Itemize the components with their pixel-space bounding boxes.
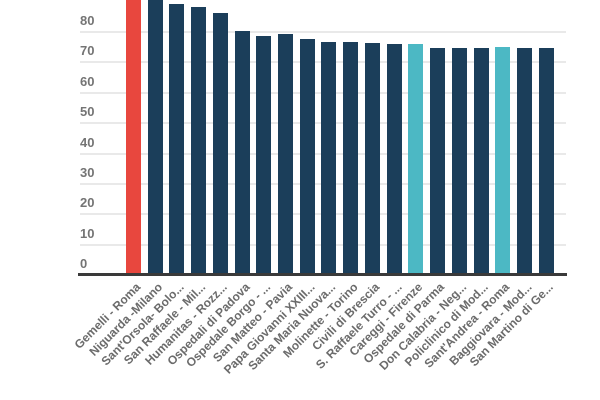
bar: [517, 47, 532, 274]
bar: [539, 47, 554, 274]
gridline: [80, 31, 566, 33]
bar: [126, 0, 141, 274]
bar: [408, 43, 423, 274]
bar: [278, 34, 293, 274]
y-tick-label: 30: [80, 165, 95, 180]
bar: [169, 3, 184, 274]
bar: [430, 48, 445, 274]
y-tick-label: 80: [80, 13, 95, 28]
bar: [452, 47, 467, 274]
bar: [300, 38, 315, 274]
y-tick-label: 20: [80, 195, 95, 210]
y-tick-label: 70: [80, 43, 95, 58]
bar: [191, 6, 206, 274]
bar: [235, 31, 250, 274]
y-tick-label: 10: [80, 226, 95, 241]
bar: [343, 41, 358, 274]
bar: [213, 12, 228, 274]
x-axis-baseline: [78, 273, 567, 276]
bar: [321, 41, 336, 274]
bar: [256, 35, 271, 274]
y-tick-label: 50: [80, 104, 95, 119]
y-tick-label: 60: [80, 74, 95, 89]
y-tick-label: 40: [80, 135, 95, 150]
bar: [387, 44, 402, 274]
bar: [474, 47, 489, 274]
bar: [148, 0, 163, 274]
bar: [495, 47, 510, 274]
bar: [365, 43, 380, 274]
y-tick-label: 0: [80, 256, 88, 271]
